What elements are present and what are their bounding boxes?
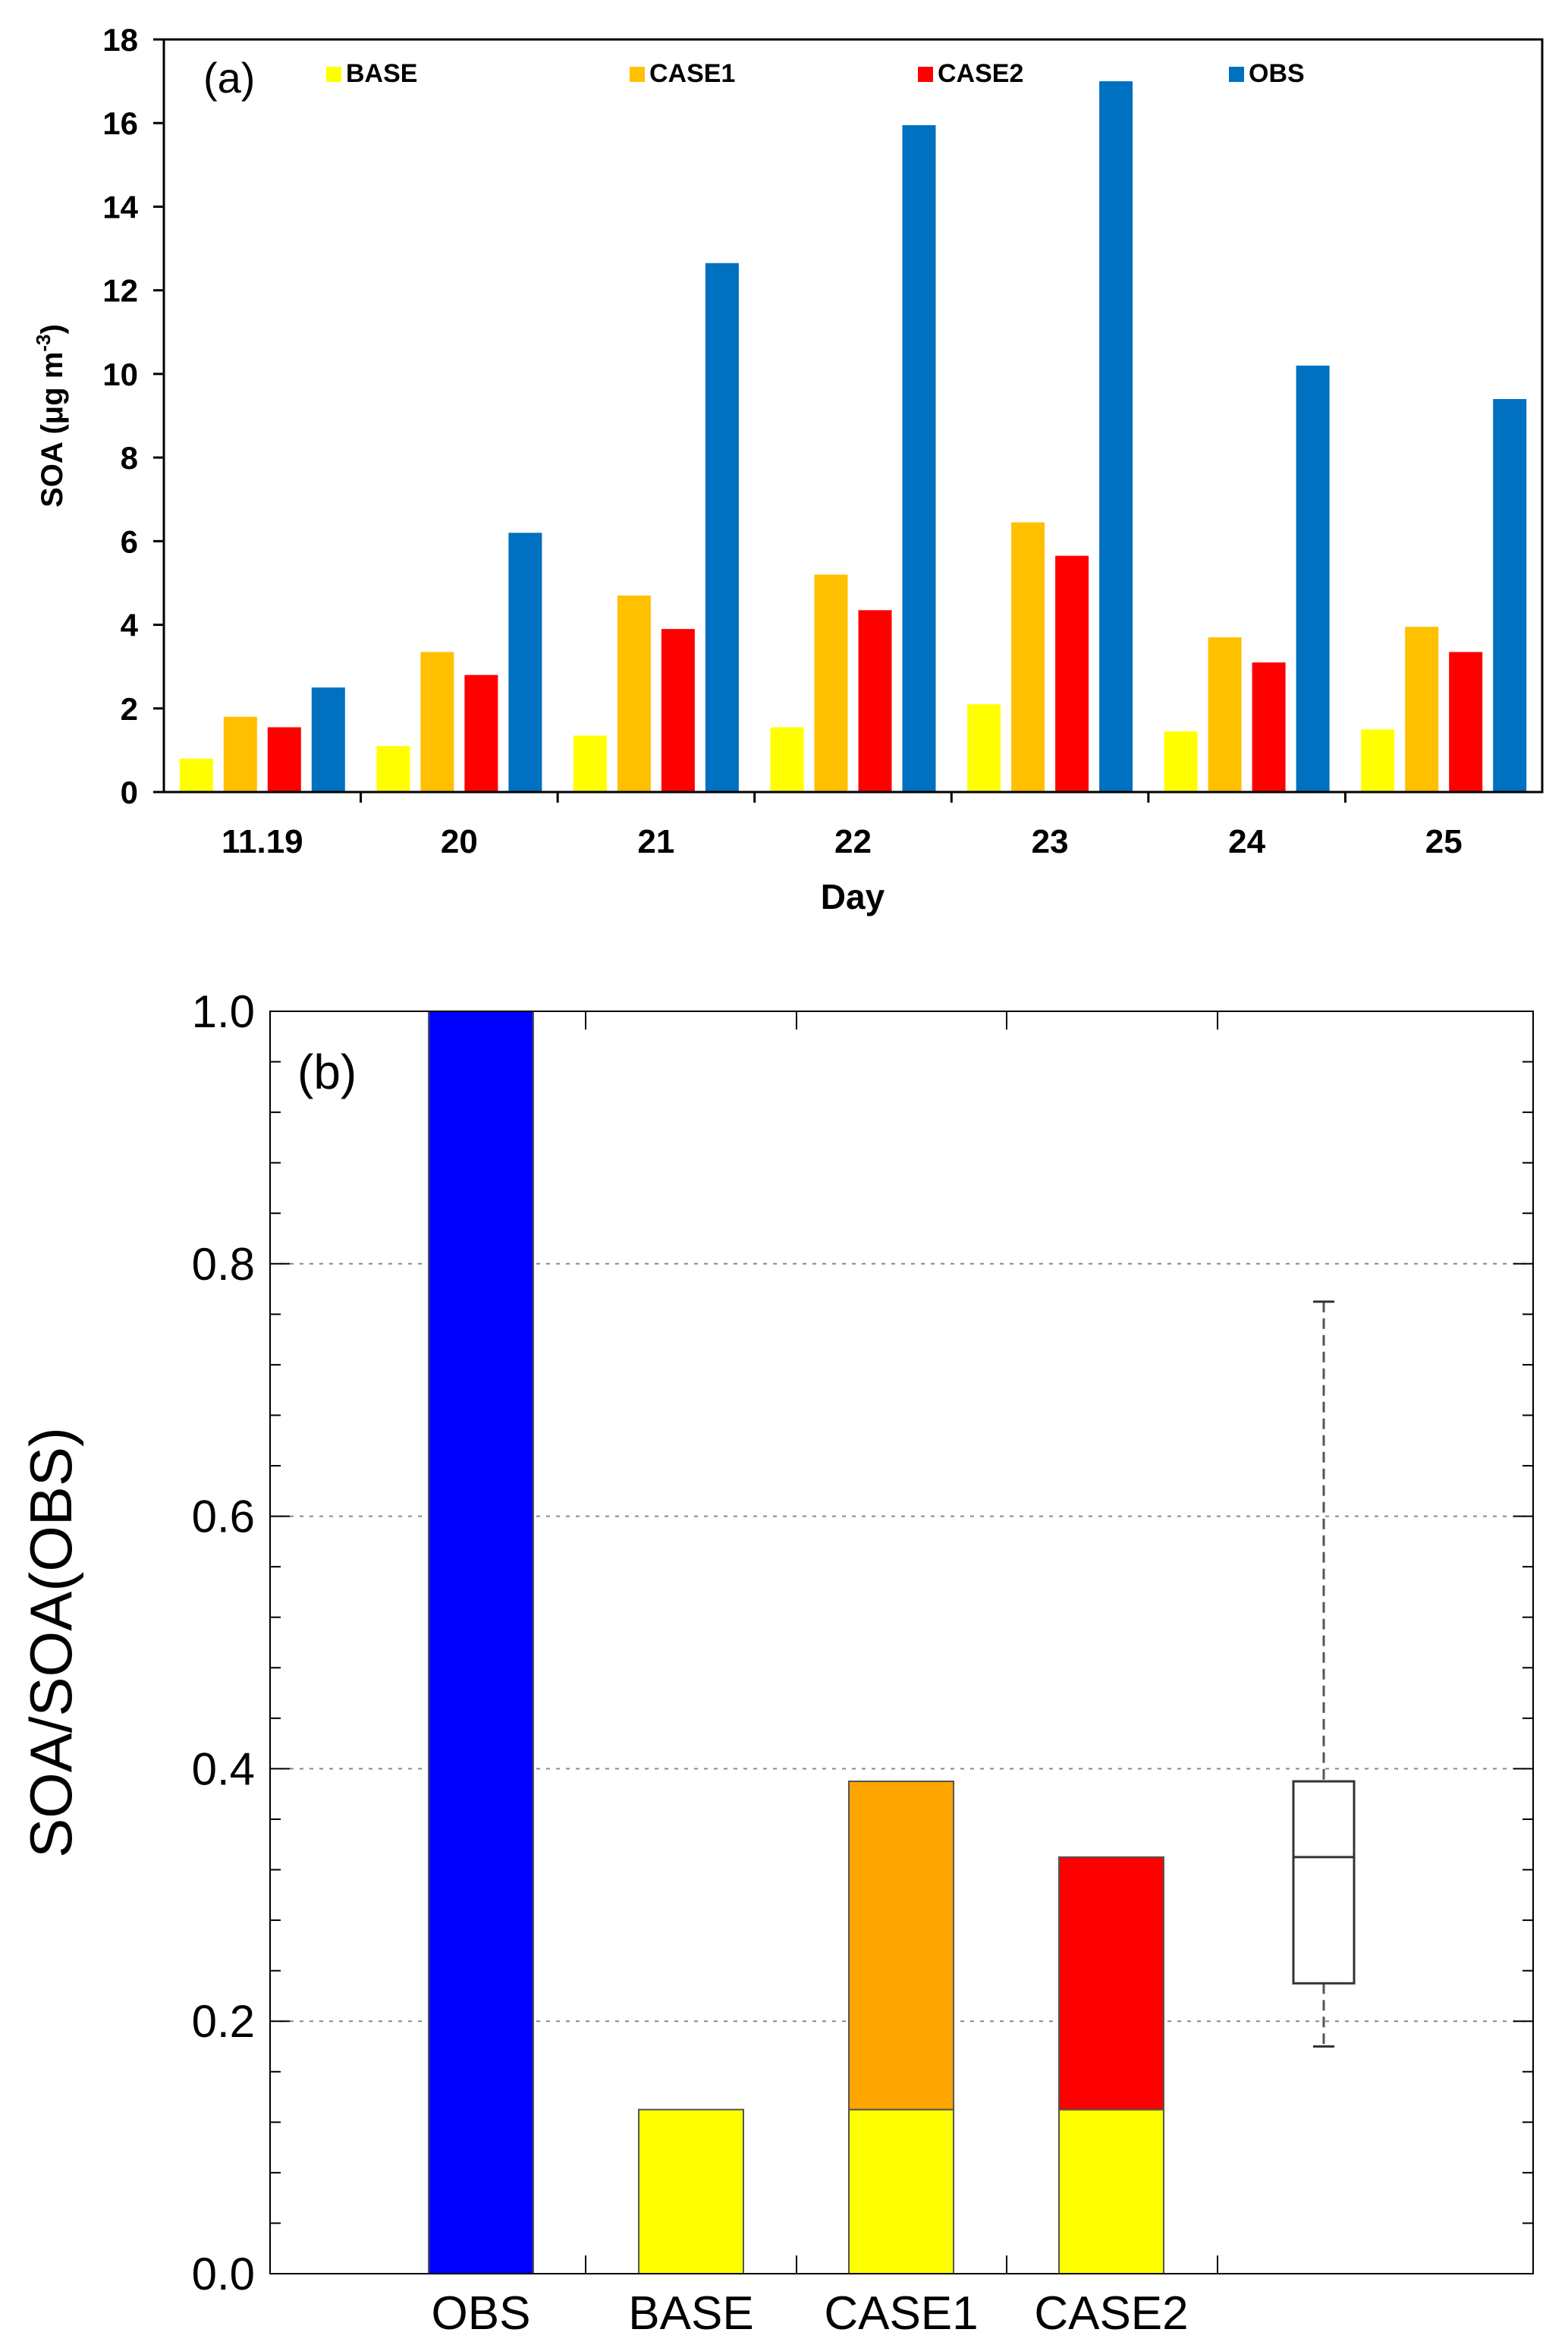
- bar-case1-20: [420, 652, 454, 792]
- bar-case1-segment-2: [848, 1781, 954, 2111]
- y-tick-label-6: 6: [121, 523, 138, 559]
- bar-case2-segment-2: [1058, 1856, 1164, 2111]
- panel-a-x-axis-title: Day: [821, 877, 885, 916]
- panel-b-y-axis-title: SOA/SOA(OBS): [17, 1427, 84, 1858]
- bar-case2-segment-1: [1058, 2108, 1164, 2274]
- x-tick-label-25: 25: [1425, 823, 1463, 860]
- bar-obs-segment-1: [428, 1011, 534, 2274]
- y-tick-label-18: 18: [102, 22, 138, 58]
- legend-swatch-case1: [630, 67, 645, 82]
- y-tick-label-8: 8: [121, 440, 138, 476]
- x-tick-label-20: 20: [441, 823, 478, 860]
- y-tick-label-16: 16: [102, 105, 138, 141]
- bar-case2-23: [1055, 555, 1089, 792]
- y-tick-label-0-2: 0.2: [192, 1996, 255, 2047]
- legend-swatch-base: [326, 67, 341, 82]
- y-tick-label-10: 10: [102, 357, 138, 392]
- bar-case2-21: [661, 629, 695, 792]
- x-tick-label-case2: CASE2: [1034, 2287, 1188, 2340]
- panel-a-plot-frame: [162, 38, 1544, 794]
- bar-base-20: [376, 746, 410, 792]
- legend-label-obs: OBS: [1249, 59, 1305, 88]
- panel-b-axes: OBS BASE CASE1 CASE2 0.0 0.2 0.4 0.6 0.8 1.0: [192, 986, 1533, 2340]
- x-tick-label-obs: OBS: [432, 2287, 531, 2340]
- legend-swatch-obs: [1229, 67, 1244, 82]
- y-tick-label-0-4: 0.4: [192, 1743, 255, 1794]
- bar-base-21: [573, 735, 607, 792]
- y-tick-label-0-6: 0.6: [192, 1492, 255, 1542]
- bar-base-22: [770, 727, 804, 792]
- bar-obs-11-19: [311, 687, 345, 792]
- panel-a-label: (a): [203, 54, 255, 102]
- y-tick-label-1-0: 1.0: [192, 986, 255, 1037]
- bar-obs-25: [1493, 399, 1527, 792]
- x-tick-label-23: 23: [1032, 823, 1069, 860]
- x-tick-label-base: BASE: [628, 2287, 753, 2340]
- panel-b-bars: [428, 1011, 1164, 2274]
- x-tick-label-11-19: 11.19: [222, 823, 303, 860]
- y-tick-label-0: 0: [121, 775, 138, 810]
- panel-a-legend: BASE CASE1 CASE2 OBS: [326, 59, 1305, 88]
- x-tick-label-21: 21: [637, 823, 674, 860]
- bar-case1-segment-1: [848, 2108, 954, 2274]
- bar-case1-22: [814, 574, 848, 792]
- y-tick-label-2: 2: [121, 691, 138, 727]
- y-tick-label-14: 14: [102, 189, 138, 225]
- bar-base-segment-1: [638, 2108, 744, 2274]
- y-tick-label-4: 4: [121, 608, 139, 643]
- legend-label-base: BASE: [346, 59, 417, 88]
- y-tick-label-0-0: 0.0: [192, 2249, 255, 2299]
- panel-b-boxplot: [1292, 1300, 1356, 2048]
- panel-b-label: (b): [297, 1045, 357, 1099]
- bar-case2-24: [1252, 662, 1286, 792]
- bar-base-11-19: [179, 758, 213, 792]
- legend-swatch-case2: [918, 67, 933, 82]
- bar-case1-24: [1208, 637, 1242, 792]
- bar-obs-21: [705, 262, 739, 792]
- bar-case2-20: [464, 674, 498, 792]
- bar-case1-21: [617, 596, 651, 792]
- bar-case1-25: [1405, 627, 1439, 792]
- panel-a-y-axis-title: SOA (μg m-3): [32, 324, 69, 508]
- bar-base-23: [967, 704, 1001, 792]
- bar-base-25: [1361, 729, 1395, 792]
- bar-case2-11-19: [267, 727, 301, 792]
- x-tick-label-22: 22: [834, 823, 872, 860]
- bar-case2-22: [858, 610, 892, 792]
- bar-case1-11-19: [223, 716, 257, 792]
- x-tick-label-24: 24: [1228, 823, 1265, 860]
- bar-case2-25: [1449, 652, 1483, 792]
- legend-label-case2: CASE2: [938, 59, 1023, 88]
- panel-b-plot-frame: [269, 1011, 1534, 2274]
- y-tick-label-12: 12: [102, 273, 138, 309]
- bar-obs-24: [1296, 365, 1330, 792]
- bar-obs-23: [1099, 81, 1133, 793]
- y-tick-label-0-8: 0.8: [192, 1239, 255, 1290]
- boxplot-box: [1292, 1780, 1356, 1985]
- legend-label-case1: CASE1: [649, 59, 735, 88]
- x-tick-label-case1: CASE1: [824, 2287, 978, 2340]
- bar-base-24: [1164, 731, 1198, 792]
- panel-a-bars: [179, 81, 1527, 793]
- bar-obs-20: [508, 533, 542, 792]
- bar-obs-22: [902, 125, 936, 792]
- bar-case1-23: [1011, 522, 1045, 792]
